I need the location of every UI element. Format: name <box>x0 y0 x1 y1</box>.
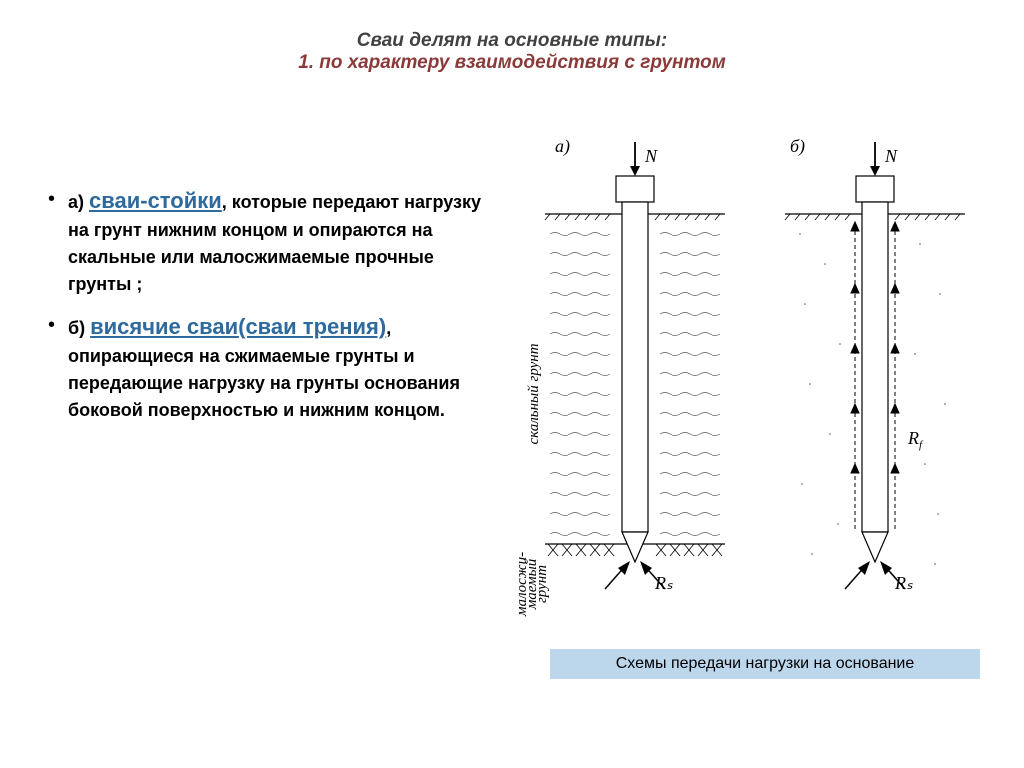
bullet-a-prefix: а) <box>68 192 89 212</box>
bullet-b: б) висячие сваи(сваи трения), опирающиес… <box>40 310 490 424</box>
term-visyachie-svai: висячие сваи <box>90 314 238 339</box>
term-svai-stoiki: сваи-стойки <box>89 188 222 213</box>
force-Rs-b: Rₛ <box>894 573 913 593</box>
title-line1: Сваи делят на основные типы: <box>40 30 984 52</box>
soil-label-rocky: скальный грунт <box>526 343 542 444</box>
force-N-b: N <box>884 146 898 166</box>
diagram-column: а) б) <box>490 134 980 659</box>
diagram-b: N Rf <box>785 142 965 593</box>
title-block: Сваи делят на основные типы: 1. по харак… <box>40 30 984 74</box>
force-N-a: N <box>644 146 658 166</box>
diagram-a: N Rₛ скальный грунт малосжи- маемый грун… <box>514 142 725 617</box>
soil-label-2c: грунт <box>534 565 550 603</box>
term-svai-treniya: (сваи трения) <box>238 314 386 339</box>
diagram-caption: Схемы передачи нагрузки на основание <box>550 649 980 679</box>
label-a: а) <box>555 136 570 157</box>
force-Rs-a: Rₛ <box>654 573 673 593</box>
text-column: а) сваи-стойки, которые передают нагрузк… <box>40 134 490 659</box>
title-line2: 1. по характеру взаимодействия с грунтом <box>40 52 984 74</box>
label-b: б) <box>790 136 805 157</box>
force-Rf: Rf <box>907 428 924 451</box>
bullet-a: а) сваи-стойки, которые передают нагрузк… <box>40 184 490 298</box>
pile-diagram-svg: а) б) <box>490 134 980 654</box>
bullet-b-prefix: б) <box>68 318 90 338</box>
